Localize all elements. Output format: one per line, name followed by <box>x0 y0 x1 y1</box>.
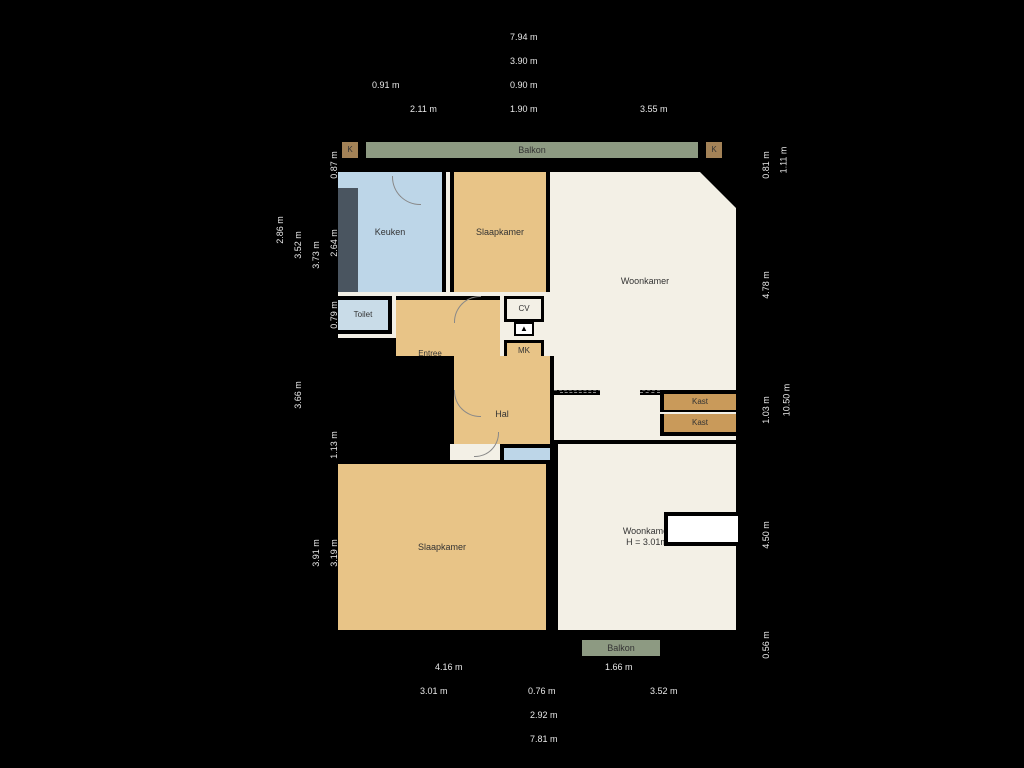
dim-left-3: 3.52 m <box>293 231 303 259</box>
dim-right-1: 1.11 m <box>778 147 788 174</box>
dim-right-6: 0.56 m <box>761 631 771 659</box>
dim-left-0: 0.87 m <box>329 151 339 179</box>
room-entree: Entree <box>396 296 500 356</box>
dim-left-9: 3.19 m <box>329 539 339 567</box>
label-kast2: Kast <box>692 418 708 428</box>
dim-top-6: 3.55 m <box>640 104 668 114</box>
dim-top-0: 7.94 m <box>510 32 538 42</box>
dim-left-7: 1.13 m <box>329 431 339 459</box>
dim-bot-3: 0.76 m <box>528 686 556 696</box>
label-k-left: K <box>347 145 352 155</box>
label-balkon-top: Balkon <box>518 145 546 156</box>
dim-left-6: 3.66 m <box>293 381 303 409</box>
dim-bot-6: 7.81 m <box>530 734 558 744</box>
dim-left-2: 3.73 m <box>311 241 321 269</box>
room-balkon-top: Balkon <box>366 138 698 162</box>
dim-top-4: 2.11 m <box>410 104 437 114</box>
dim-bot-5: 2.92 m <box>530 710 558 720</box>
dim-left-5: 0.79 m <box>329 301 339 329</box>
room-slaapkamer-bottom: Slaapkamer <box>338 460 550 630</box>
room-kast2: Kast <box>660 414 736 436</box>
dim-top-1: 3.90 m <box>510 56 538 66</box>
label-kast1: Kast <box>692 397 708 407</box>
room-k-right: K <box>702 138 726 162</box>
label-cv: CV <box>518 304 529 314</box>
room-balkon-bottom: Balkon <box>578 636 664 660</box>
dim-right-0: 0.81 m <box>761 151 771 179</box>
divider-dash-2 <box>640 392 660 393</box>
window-ticks-top <box>380 132 680 136</box>
label-balkon-bottom: Balkon <box>607 643 635 654</box>
dim-top-3: 0.90 m <box>510 80 538 90</box>
room-slaapkamer-top: Slaapkamer <box>450 172 550 292</box>
label-woonkamer-top: Woonkamer <box>621 276 669 287</box>
label-hal: Hal <box>495 409 509 420</box>
dim-bot-0: 4.16 m <box>435 662 463 672</box>
dim-right-3: 10.50 m <box>781 384 791 417</box>
cv-icon: ▲ <box>514 322 534 336</box>
room-cv: CV <box>504 296 544 322</box>
dim-right-4: 1.03 m <box>761 396 771 424</box>
dim-left-8: 3.91 m <box>311 539 321 567</box>
kitchen-counter <box>338 188 358 292</box>
dim-bot-1: 1.66 m <box>605 662 633 672</box>
dim-right-5: 4.50 m <box>761 521 771 549</box>
label-entree: Entree <box>418 349 442 359</box>
dim-top-5: 1.90 m <box>510 104 538 114</box>
label-keuken: Keuken <box>375 227 406 238</box>
living-window <box>664 512 742 546</box>
room-kast1: Kast <box>660 390 736 412</box>
label-slaapkamer-bottom: Slaapkamer <box>418 542 466 553</box>
dim-left-4: 2.86 m <box>275 216 285 244</box>
dim-left-1: 2.64 m <box>329 229 339 257</box>
divider-dash-1 <box>560 392 596 393</box>
dim-top-2: 0.91 m <box>372 80 400 90</box>
room-toilet: Toilet <box>338 296 392 334</box>
floorplan-stage: K Balkon K Keuken Slaapkamer Woonkamer T… <box>0 0 1024 768</box>
label-toilet: Toilet <box>354 310 373 320</box>
living-divider-gap <box>600 390 640 396</box>
dim-right-2: 4.78 m <box>761 271 771 299</box>
room-k-left: K <box>338 138 362 162</box>
dim-bot-4: 3.52 m <box>650 686 678 696</box>
label-mk: MK <box>518 346 530 356</box>
corner-cut <box>700 172 736 208</box>
dim-bot-2: 3.01 m <box>420 686 448 696</box>
central-wall <box>550 444 556 632</box>
label-k-right: K <box>711 145 716 155</box>
label-slaapkamer-top: Slaapkamer <box>476 227 524 238</box>
